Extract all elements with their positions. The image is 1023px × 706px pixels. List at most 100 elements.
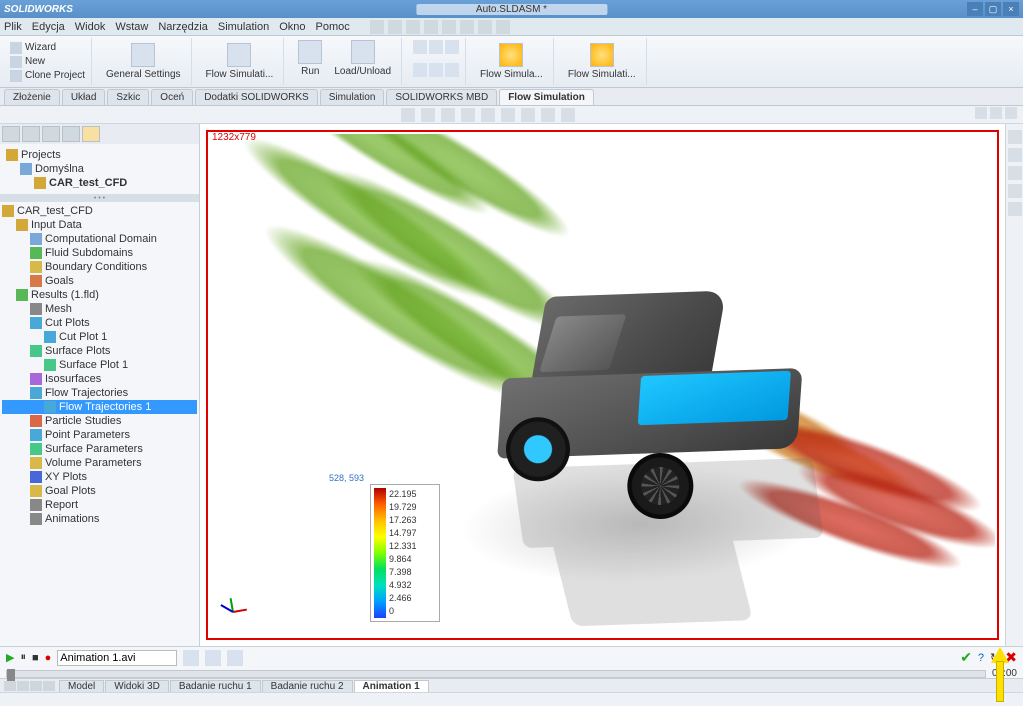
tree-surfplot1[interactable]: Surface Plot 1 (2, 358, 197, 372)
wizard-button[interactable]: Wizard (10, 42, 56, 54)
tree-mesh[interactable]: Mesh (2, 302, 197, 316)
view-rotate-icon[interactable] (441, 108, 455, 122)
results-button[interactable]: Flow Simulati... (564, 43, 640, 80)
tree-results[interactable]: Results (1.fld) (2, 288, 197, 302)
btab-widoki3d[interactable]: Widoki 3D (105, 680, 169, 692)
tree-comp-domain[interactable]: Computational Domain (2, 232, 197, 246)
tree-flowtraj1[interactable]: Flow Trajectories 1 (2, 400, 197, 414)
btab-badanie1[interactable]: Badanie ruchu 1 (170, 680, 261, 692)
new-project-button[interactable]: New (10, 56, 45, 68)
qat-undo-icon[interactable] (442, 20, 456, 34)
minimize-button[interactable]: – (967, 2, 983, 16)
tree-goalplots[interactable]: Goal Plots (2, 484, 197, 498)
btab-model[interactable]: Model (59, 680, 104, 692)
play-button[interactable]: ▶ (6, 651, 14, 664)
maximize-button[interactable]: ▢ (985, 2, 1001, 16)
tool-icon-5[interactable] (429, 63, 443, 77)
timeline-track[interactable] (6, 670, 986, 678)
tree-iso[interactable]: Isosurfaces (2, 372, 197, 386)
graphics-viewport[interactable]: 1232x779 (200, 124, 1005, 646)
qat-new-icon[interactable] (370, 20, 384, 34)
anim-ok-button[interactable]: ✔ (960, 649, 972, 666)
taskpane-custom-icon[interactable] (1008, 184, 1022, 198)
tree-boundary[interactable]: Boundary Conditions (2, 260, 197, 274)
view-section-icon[interactable] (481, 108, 495, 122)
menu-simulation[interactable]: Simulation (218, 21, 269, 33)
panel-tab-display-icon[interactable] (62, 126, 80, 142)
tool-icon-1[interactable] (413, 40, 427, 54)
pause-button[interactable]: ⏸ (20, 651, 26, 664)
close-button[interactable]: × (1003, 2, 1019, 16)
tab-uklad[interactable]: Układ (62, 89, 106, 105)
stop-button[interactable]: ■ (32, 652, 39, 664)
menu-widok[interactable]: Widok (75, 21, 106, 33)
tab-ocen[interactable]: Oceń (151, 89, 193, 105)
menu-okno[interactable]: Okno (279, 21, 305, 33)
tree-surfparam[interactable]: Surface Parameters (2, 442, 197, 456)
vp-min-icon[interactable] (975, 107, 987, 119)
tool-icon-2[interactable] (429, 40, 443, 54)
tab-prev-icon[interactable] (17, 681, 29, 691)
clone-project-button[interactable]: Clone Project (10, 70, 85, 82)
view-hide-icon[interactable] (521, 108, 535, 122)
orientation-triad[interactable] (218, 596, 248, 626)
record-button[interactable]: ● (45, 652, 52, 664)
qat-print-icon[interactable] (424, 20, 438, 34)
tab-dodatki[interactable]: Dodatki SOLIDWORKS (195, 89, 317, 105)
view-pan-icon[interactable] (421, 108, 435, 122)
tab-first-icon[interactable] (4, 681, 16, 691)
tree-goals[interactable]: Goals (2, 274, 197, 288)
projects-config[interactable]: Domyślna (2, 162, 197, 176)
tree-cutplots[interactable]: Cut Plots (2, 316, 197, 330)
projects-root[interactable]: Projects (2, 148, 197, 162)
flow-simulation-button[interactable]: Flow Simulati... (202, 43, 278, 80)
taskpane-appearance-icon[interactable] (1008, 166, 1022, 180)
menu-edycja[interactable]: Edycja (32, 21, 65, 33)
view-appearance-icon[interactable] (541, 108, 555, 122)
view-scene-icon[interactable] (561, 108, 575, 122)
save-anim-icon[interactable] (183, 650, 199, 666)
timeline-thumb[interactable] (7, 669, 15, 681)
btab-animation1[interactable]: Animation 1 (354, 680, 429, 692)
qat-rebuild-icon[interactable] (496, 20, 510, 34)
load-unload-button[interactable]: Load/Unload (330, 40, 395, 77)
color-legend[interactable]: 528, 593 22.195 19.729 17.263 14.797 12.… (370, 484, 440, 622)
solve-button[interactable]: Flow Simula... (476, 43, 547, 80)
general-settings-button[interactable]: General Settings (102, 43, 185, 80)
tool-icon-4[interactable] (413, 63, 427, 77)
vp-close-icon[interactable] (1005, 107, 1017, 119)
panel-tab-flow-icon[interactable] (82, 126, 100, 142)
qat-redo-icon[interactable] (460, 20, 474, 34)
tab-zlozenie[interactable]: Złożenie (4, 89, 60, 105)
qat-save-icon[interactable] (406, 20, 420, 34)
panel-splitter[interactable]: • • • (0, 194, 199, 202)
tree-root[interactable]: CAR_test_CFD (2, 204, 197, 218)
tree-anim[interactable]: Animations (2, 512, 197, 526)
view-display-icon[interactable] (501, 108, 515, 122)
tree-report[interactable]: Report (2, 498, 197, 512)
tab-simulation[interactable]: Simulation (320, 89, 385, 105)
btab-badanie2[interactable]: Badanie ruchu 2 (262, 680, 353, 692)
view-fit-icon[interactable] (461, 108, 475, 122)
animation-filename-input[interactable] (57, 650, 177, 666)
tree-input[interactable]: Input Data (2, 218, 197, 232)
taskpane-forum-icon[interactable] (1008, 202, 1022, 216)
tree-fluid-sub[interactable]: Fluid Subdomains (2, 246, 197, 260)
tool-icon-6[interactable] (445, 63, 459, 77)
tree-volparam[interactable]: Volume Parameters (2, 456, 197, 470)
menu-wstaw[interactable]: Wstaw (115, 21, 148, 33)
panel-tab-feature-icon[interactable] (2, 126, 20, 142)
tab-szkic[interactable]: Szkic (107, 89, 149, 105)
tool-icon-3[interactable] (445, 40, 459, 54)
tab-flowsimulation[interactable]: Flow Simulation (499, 89, 594, 105)
projects-item[interactable]: CAR_test_CFD (2, 176, 197, 190)
tree-xyplots[interactable]: XY Plots (2, 470, 197, 484)
tab-last-icon[interactable] (43, 681, 55, 691)
menu-narzedzia[interactable]: Narzędzia (158, 21, 208, 33)
menu-plik[interactable]: Plik (4, 21, 22, 33)
wizard-anim-icon[interactable] (227, 650, 243, 666)
taskpane-design-icon[interactable] (1008, 148, 1022, 162)
menu-pomoc[interactable]: Pomoc (316, 21, 350, 33)
taskpane-resources-icon[interactable] (1008, 130, 1022, 144)
view-zoom-icon[interactable] (401, 108, 415, 122)
